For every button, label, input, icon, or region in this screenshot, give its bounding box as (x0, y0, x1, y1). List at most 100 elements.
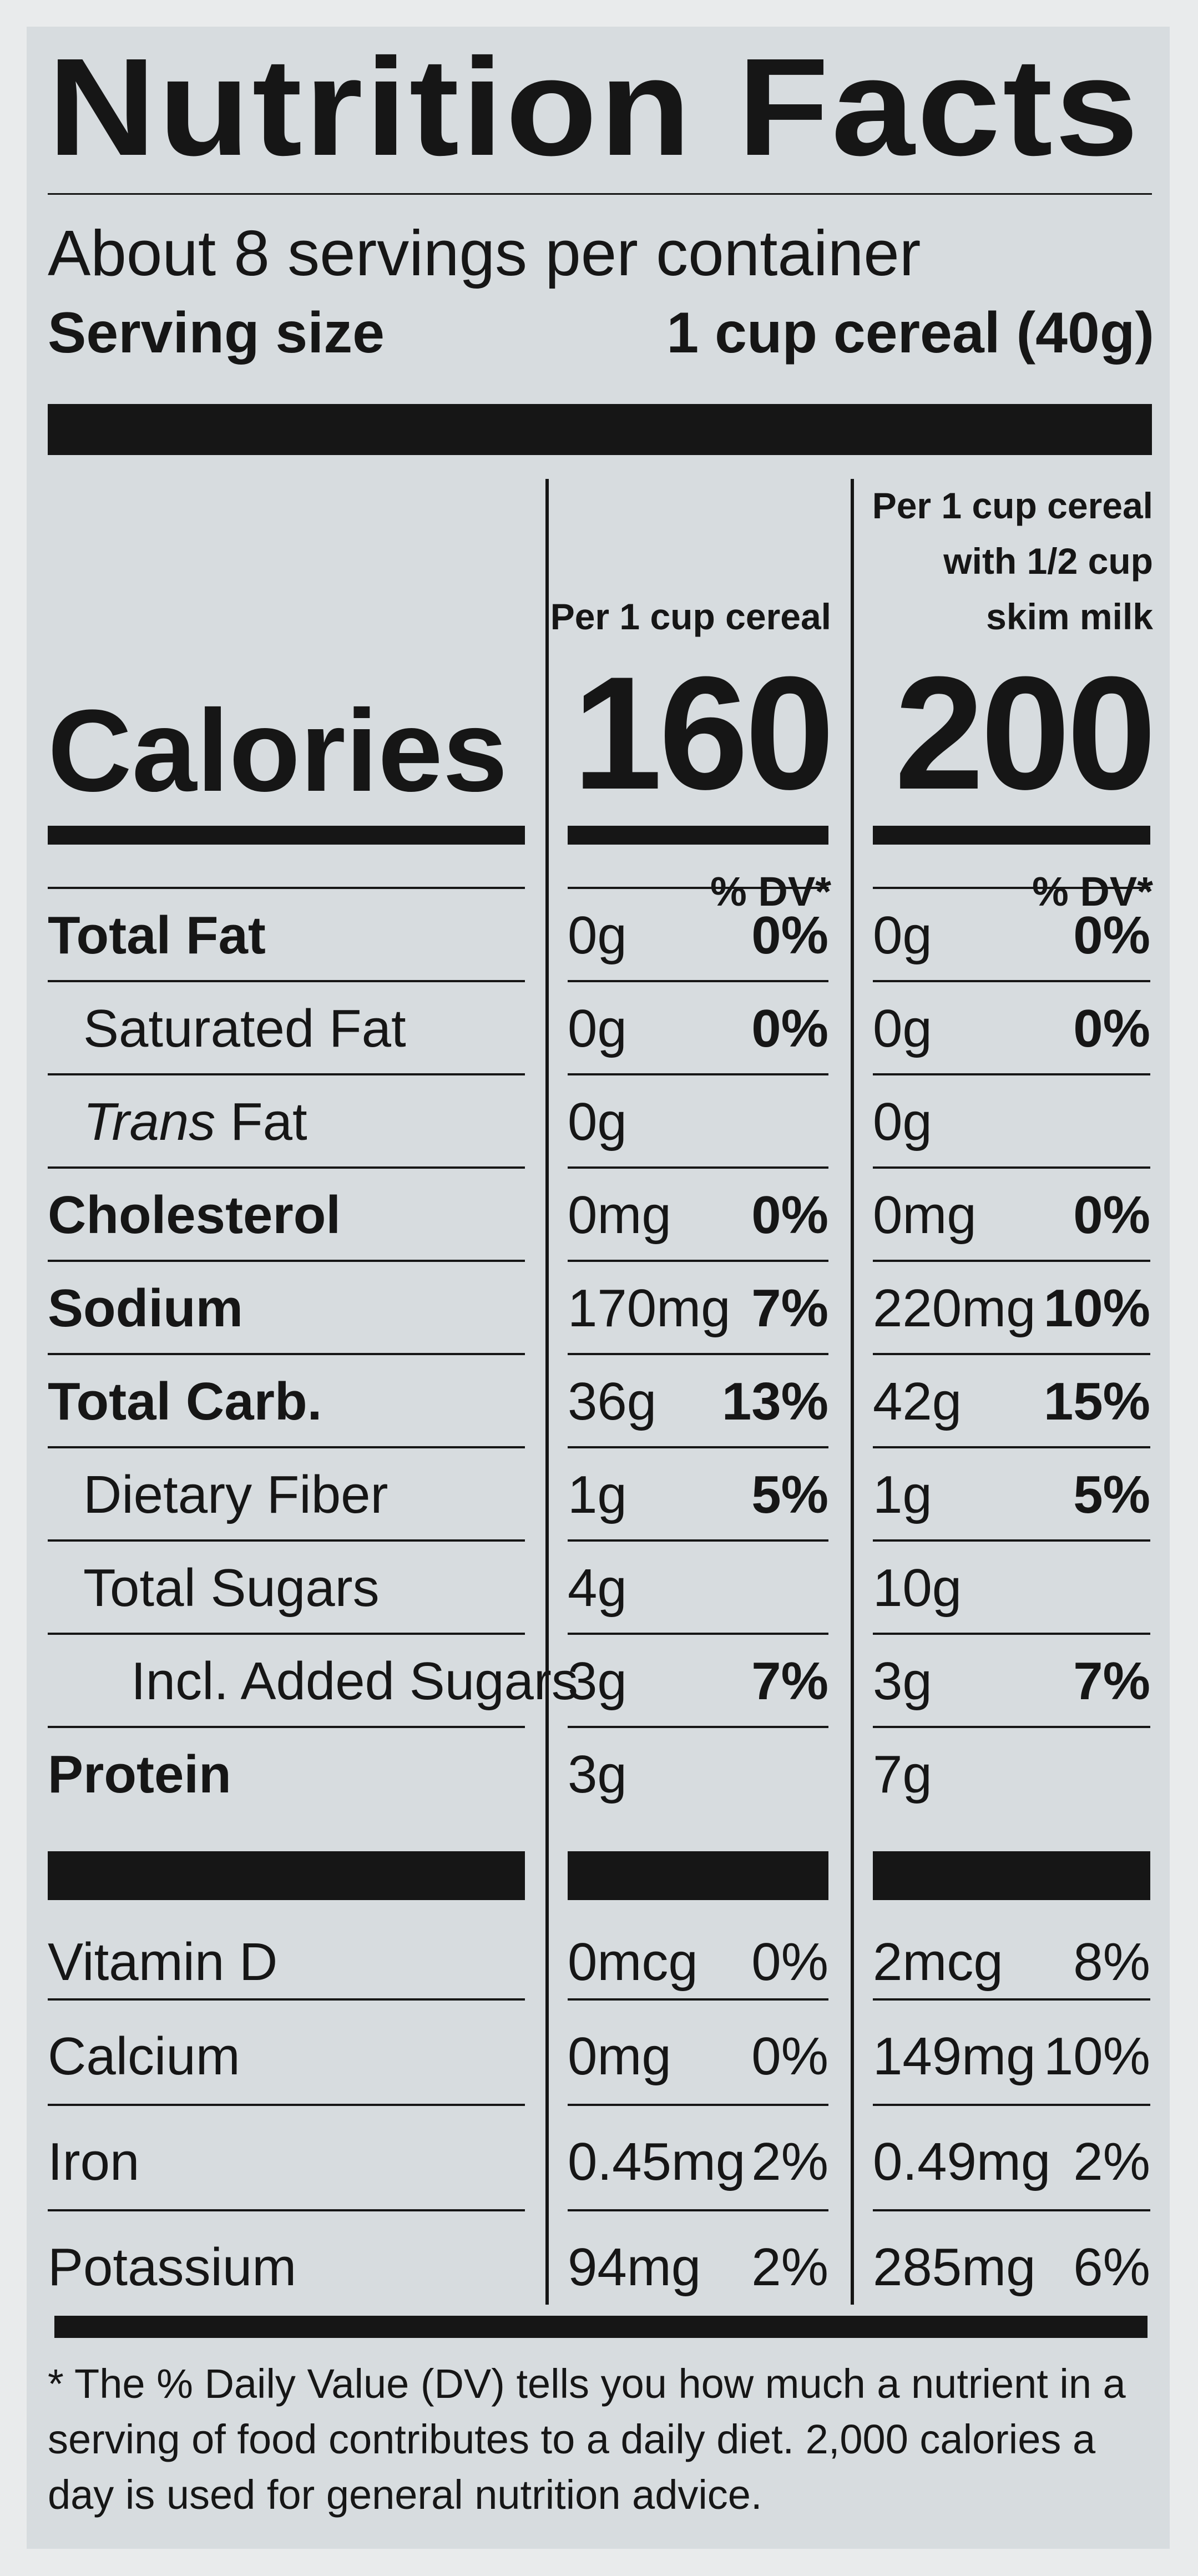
column-divider-2 (851, 479, 854, 2305)
row-rule (568, 1446, 828, 1448)
nutrient-name-text: Sodium (48, 1279, 243, 1338)
dv-header-col2: % DV* (1032, 868, 1153, 915)
dv-col1: 0% (751, 999, 828, 1058)
row-rule (873, 1726, 1150, 1728)
amount-col2: 0.49mg (873, 2132, 1051, 2191)
serving-thick-bar (48, 404, 1152, 455)
row-rule (873, 1353, 1150, 1355)
dv-col1: 13% (721, 1372, 828, 1431)
amount-col1: 0g (568, 906, 627, 965)
amount-col1: 0.45mg (568, 2132, 746, 2191)
serving-size-value: 1 cup cereal (40g) (666, 301, 1154, 365)
amount-col2: 10g (873, 1558, 962, 1618)
column-divider-1 (545, 479, 549, 2305)
nutrient-name-text: Incl. Added Sugars (131, 1651, 578, 1711)
nutrient-name: Saturated Fat (48, 1002, 406, 1055)
row-rule (568, 1633, 828, 1635)
dv-col1: 7% (751, 1279, 828, 1338)
nutrient-name: Cholesterol (48, 1189, 341, 1242)
dv-col2: 6% (1073, 2237, 1150, 2297)
amount-col1: 0mcg (568, 1932, 698, 1992)
amount-col2: 42g (873, 1372, 962, 1431)
row-rule (48, 1166, 525, 1169)
nutrient-name-text: Fat (215, 1092, 307, 1151)
row-rule (48, 980, 525, 982)
amount-col1: 0mg (568, 1185, 671, 1245)
amount-col2: 0mg (873, 1185, 977, 1245)
amount-col1: 0mg (568, 2027, 671, 2086)
amount-col1: 36g (568, 1372, 657, 1431)
serving-size-label: Serving size (48, 301, 385, 365)
nutrient-name-text: Total Sugars (83, 1558, 380, 1618)
row-rule (873, 1446, 1150, 1448)
amount-col2: 0g (873, 906, 932, 965)
row-rule (873, 887, 1150, 889)
row-rule (568, 1166, 828, 1169)
vitamin-name: Calcium (48, 2027, 240, 2086)
row-rule (873, 1260, 1150, 1262)
amount-col1: 1g (568, 1465, 627, 1524)
amount-col2: 7g (873, 1745, 932, 1804)
row-rule (48, 2104, 525, 2106)
dv-col2: 8% (1073, 1932, 1150, 1992)
row-rule (568, 2104, 828, 2106)
amount-col2: 0g (873, 1092, 932, 1151)
row-rule (568, 1260, 828, 1262)
nutrient-name-text: Saturated Fat (83, 999, 406, 1058)
nutrient-name: Dietary Fiber (48, 1468, 388, 1522)
dv-col2: 0% (1073, 906, 1150, 965)
row-rule (873, 2209, 1150, 2211)
amount-col2: 149mg (873, 2027, 1036, 2086)
nutrient-name: Trans Fat (48, 1095, 307, 1149)
nutrient-name-text: Total Carb. (48, 1372, 322, 1431)
dv-col1: 2% (751, 2132, 828, 2191)
row-rule (568, 980, 828, 982)
footnote-thick-bar (54, 2316, 1148, 2338)
dv-col1: 0% (751, 2027, 828, 2086)
nutrient-name: Sodium (48, 1282, 243, 1335)
row-rule (48, 1353, 525, 1355)
dv-col2: 0% (1073, 999, 1150, 1058)
row-rule (48, 1998, 525, 2001)
amount-col1: 3g (568, 1745, 627, 1804)
amount-col2: 2mcg (873, 1932, 1003, 1992)
vitamins-thick-bar-label (48, 1851, 525, 1900)
dv-col1: 0% (751, 1932, 828, 1992)
row-rule (873, 1166, 1150, 1169)
row-rule (48, 2209, 525, 2211)
amount-col2: 285mg (873, 2237, 1036, 2297)
calories-thick-bar-col2 (873, 826, 1150, 845)
dv-header-col1: % DV* (710, 868, 831, 915)
servings-per-container: About 8 servings per container (48, 217, 921, 289)
dv-col1: 2% (751, 2237, 828, 2297)
dv-col2: 5% (1073, 1465, 1150, 1524)
nutrient-name-text: Dietary Fiber (83, 1465, 388, 1524)
row-rule (48, 1446, 525, 1448)
nutrient-name: Total Carb. (48, 1375, 322, 1428)
nutrient-name-italic: Trans (83, 1092, 216, 1151)
calories-value-col1: 160 (573, 643, 835, 823)
label-title: Nutrition Facts (48, 29, 1141, 184)
row-rule (568, 1998, 828, 2001)
dv-col2: 15% (1043, 1372, 1150, 1431)
nutrient-name-text: Cholesterol (48, 1185, 341, 1245)
nutrient-name: Incl. Added Sugars (48, 1655, 578, 1708)
row-rule (568, 1073, 828, 1075)
row-rule (873, 1073, 1150, 1075)
amount-col1: 4g (568, 1558, 627, 1618)
col2-header-line: skim milk (986, 596, 1153, 637)
row-rule (48, 1073, 525, 1075)
row-rule (568, 1353, 828, 1355)
col1-header-line: Per 1 cup cereal (550, 596, 831, 637)
title-divider (48, 193, 1152, 195)
amount-col1: 0g (568, 1092, 627, 1151)
amount-col1: 3g (568, 1651, 627, 1711)
amount-col2: 220mg (873, 1279, 1036, 1338)
dv-col1: 7% (751, 1651, 828, 1711)
row-rule (873, 1539, 1150, 1542)
dv-col2: 10% (1043, 2027, 1150, 2086)
row-rule (873, 980, 1150, 982)
calories-value-col2: 200 (894, 643, 1156, 823)
row-rule (873, 1998, 1150, 2001)
amount-col2: 0g (873, 999, 932, 1058)
